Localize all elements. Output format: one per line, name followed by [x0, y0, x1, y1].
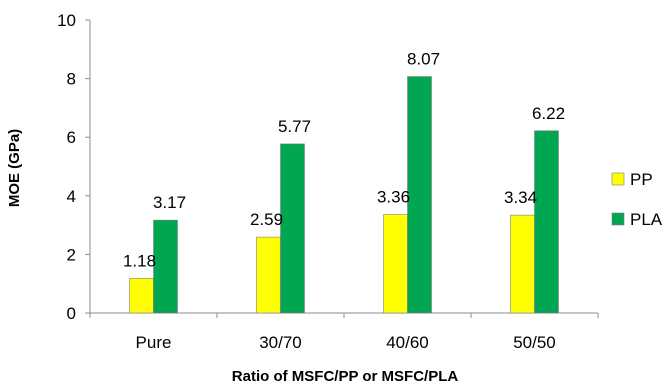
x-tick-label: 50/50 — [513, 333, 556, 352]
x-axis-ticks: Pure 30/70 40/60 50/50 — [89, 313, 599, 352]
bar-pp-2 — [383, 214, 408, 314]
bar-pla-2 — [407, 76, 432, 314]
data-label-pp-3: 3.34 — [504, 188, 537, 207]
x-axis-title: Ratio of MSFC/PP or MSFC/PLA — [232, 368, 459, 385]
bar-pp-1 — [256, 236, 281, 314]
data-labels: 1.18 3.17 2.59 5.77 3.36 8.07 3.34 6.22 — [123, 50, 565, 271]
data-label-pp-0: 1.18 — [123, 251, 156, 270]
x-tick-label: Pure — [136, 333, 172, 352]
data-label-pla-3: 6.22 — [532, 104, 565, 123]
y-axis-title: MOE (GPa) — [6, 129, 23, 207]
data-label-pp-2: 3.36 — [377, 188, 410, 207]
bars — [129, 76, 559, 314]
y-tick-label: 10 — [57, 11, 76, 30]
data-label-pla-2: 8.07 — [407, 50, 440, 69]
y-tick-label: 0 — [67, 304, 76, 323]
data-label-pla-0: 3.17 — [153, 193, 186, 212]
legend-swatch-pla — [611, 212, 625, 226]
legend-label-pla: PLA — [630, 210, 663, 229]
x-tick-label: 30/70 — [259, 333, 302, 352]
bar-pp-3 — [510, 214, 535, 314]
legend-swatch-pp — [611, 172, 625, 186]
y-tick-label: 4 — [67, 187, 76, 206]
y-tick-label: 2 — [67, 245, 76, 264]
y-tick-label: 6 — [67, 128, 76, 147]
legend: PP PLA — [611, 170, 663, 229]
data-label-pla-1: 5.77 — [278, 117, 311, 136]
legend-label-pp: PP — [630, 170, 653, 189]
y-axis-ticks: 0 2 4 6 8 10 — [57, 11, 90, 323]
bar-pla-3 — [534, 130, 559, 314]
data-label-pp-1: 2.59 — [250, 210, 283, 229]
bar-pp-0 — [129, 278, 154, 314]
bar-pla-0 — [153, 219, 178, 314]
x-tick-label: 40/60 — [386, 333, 429, 352]
bar-pla-1 — [280, 143, 305, 314]
y-tick-label: 8 — [67, 70, 76, 89]
